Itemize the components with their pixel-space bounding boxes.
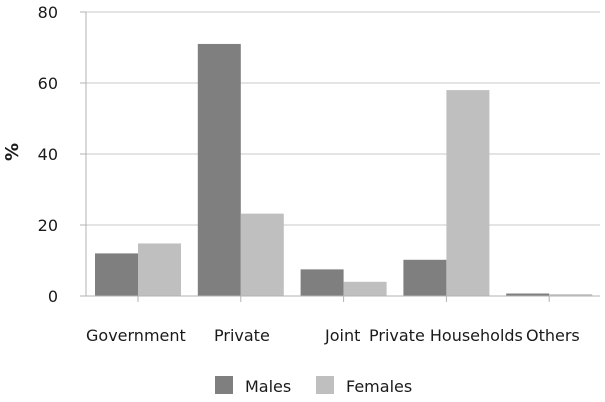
bar-females-2 <box>343 281 387 296</box>
category-label: Joint <box>324 326 360 345</box>
legend-swatch-females <box>316 376 334 394</box>
gridlines <box>86 11 600 226</box>
y-tick-label: 40 <box>38 145 58 164</box>
bar-males-0 <box>95 253 138 296</box>
category-label: Others <box>526 326 580 345</box>
x-axis-ticks <box>137 296 550 302</box>
y-tick-label: 20 <box>38 216 58 235</box>
y-tick-label: 0 <box>48 287 58 306</box>
y-tick-label: 60 <box>38 74 58 93</box>
bar-females-3 <box>446 90 490 296</box>
legend-swatch-males <box>215 376 233 394</box>
y-axis-label: % <box>2 143 23 161</box>
y-tick-label: 80 <box>38 3 58 22</box>
bar-females-4 <box>549 294 593 296</box>
category-label: Private Households <box>369 326 523 345</box>
legend-label-females: Females <box>346 377 412 396</box>
bar-males-1 <box>197 43 241 297</box>
bar-females-0 <box>138 243 181 296</box>
category-label: Government <box>86 326 186 345</box>
category-label: Private <box>214 326 270 345</box>
legend: Males Females <box>215 376 412 396</box>
bar-males-4 <box>506 293 550 296</box>
bar-males-3 <box>403 259 447 296</box>
legend-label-males: Males <box>245 377 291 396</box>
bar-males-2 <box>300 269 344 296</box>
y-axis-ticks: 0 20 40 60 80 <box>38 3 86 306</box>
bars <box>95 43 593 297</box>
bar-females-1 <box>240 213 284 296</box>
category-labels: Government Private Joint Private Households… <box>86 326 580 345</box>
